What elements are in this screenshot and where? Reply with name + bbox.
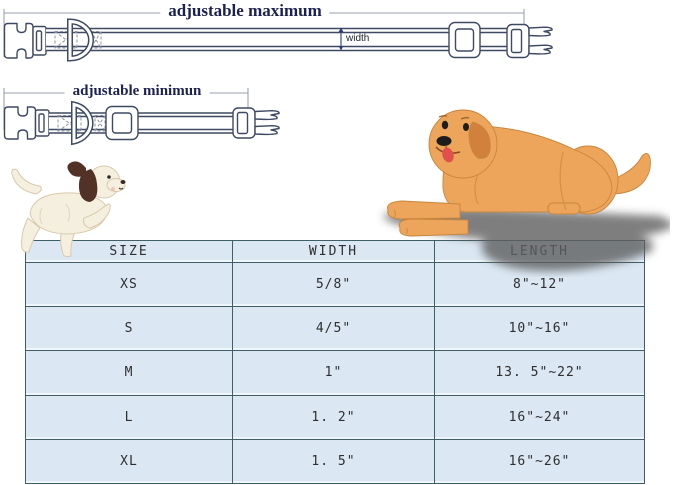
- cell-length: 10"~16": [434, 306, 644, 351]
- cell-length: 13. 5"~22": [434, 350, 644, 395]
- width-label: width: [346, 33, 370, 44]
- cell-size: L: [26, 394, 232, 439]
- min-adjust-label: adjustable minimun: [64, 83, 210, 100]
- cell-size: S: [26, 306, 232, 350]
- stitch-box-icon: [57, 115, 106, 132]
- cell-size: M: [26, 350, 232, 394]
- small-dog-illustration: [11, 161, 126, 258]
- puppy-raised-leg: [83, 203, 111, 229]
- max-adjust-label: adjustable maximum: [160, 1, 330, 21]
- dog-tongue: [442, 147, 454, 163]
- tri-glide-slider-icon: [448, 21, 481, 59]
- column-header-size: SIZE: [26, 241, 232, 262]
- cell-width: 1": [232, 350, 434, 395]
- d-ring-icon: [71, 100, 94, 146]
- buckle-female-icon: [3, 22, 34, 59]
- dog-front-leg: [398, 218, 469, 237]
- width-arrow-icon: [338, 27, 344, 51]
- collar-diagram-min: [3, 88, 280, 146]
- webbing-strap: [46, 28, 510, 51]
- dog-face: [435, 115, 470, 163]
- cell-size: XS: [26, 262, 232, 306]
- buckle-male-icon: [506, 23, 553, 59]
- size-chart-table: SIZE WIDTH LENGTH XS 5/8" 8"~12" S 4/5" …: [25, 240, 645, 484]
- cell-width: 5/8": [232, 262, 434, 307]
- cell-width: 4/5": [232, 306, 434, 351]
- buckle-female-icon: [3, 106, 37, 140]
- collar-diagram-max: [3, 9, 553, 62]
- puppy-front-leg: [60, 227, 77, 258]
- buckle-male-icon: [232, 107, 280, 139]
- tri-glide-slider-icon: [105, 105, 139, 141]
- puppy-tail: [11, 168, 42, 195]
- column-header-width: WIDTH: [232, 241, 434, 262]
- puppy-hind-leg: [21, 217, 41, 253]
- puppy-ear: [78, 169, 98, 202]
- puppy-face: [107, 175, 126, 191]
- webbing-strap: [49, 113, 240, 133]
- cell-size: XL: [26, 438, 232, 483]
- cell-width: 1. 5": [232, 438, 434, 483]
- cell-width: 1. 2": [232, 394, 434, 439]
- d-ring-icon: [67, 18, 94, 62]
- cell-length: 16"~24": [434, 394, 644, 439]
- large-dog-illustration: [383, 109, 670, 271]
- puppy-ear: [67, 161, 86, 177]
- cell-length: 16"~26": [434, 438, 644, 483]
- dog-ear: [468, 121, 491, 159]
- dog-front-leg: [387, 200, 461, 220]
